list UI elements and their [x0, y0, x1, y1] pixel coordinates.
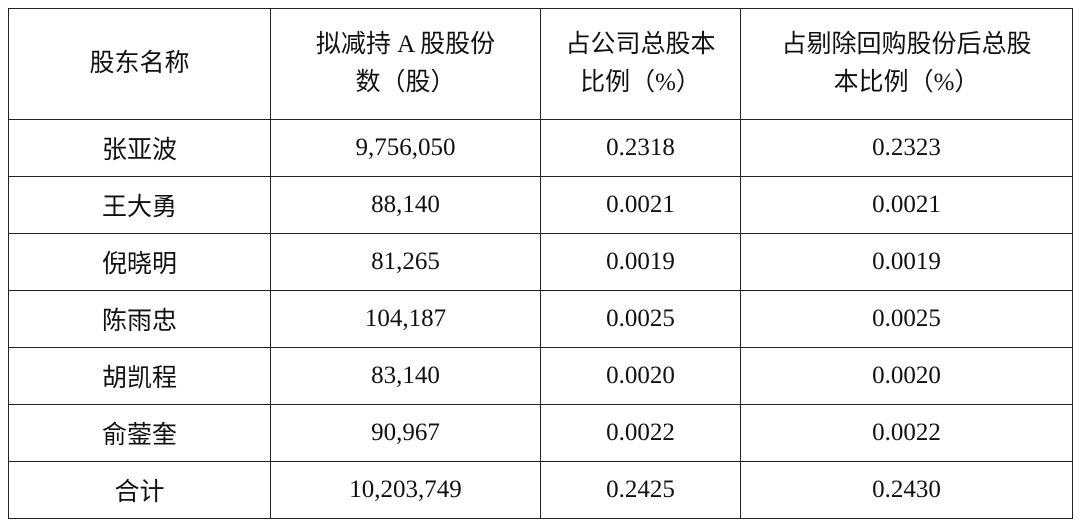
table-row: 合计 10,203,749 0.2425 0.2430 [8, 461, 1073, 519]
table-cell: 0.0025 [540, 290, 741, 348]
table-cell: 0.0019 [540, 233, 741, 291]
shareholder-table: 股东名称 拟减持 A 股股份 数（股） 占公司总股本 比例（%） 占剔除回购股份后总股 本比… [8, 8, 1073, 519]
table-cell: 0.0025 [740, 290, 1073, 348]
table-cell: 0.0021 [740, 176, 1073, 234]
header-line: 股东名称 [89, 50, 190, 77]
table-row: 俞蓥奎 90,967 0.0022 0.0022 [8, 404, 1073, 462]
header-line: 比例（%） [580, 69, 701, 96]
table-cell: 0.2318 [540, 119, 741, 177]
table-row: 倪晓明 81,265 0.0019 0.0019 [8, 233, 1073, 291]
header-line: 占公司总股本 [565, 31, 716, 58]
table-cell: 0.0022 [740, 404, 1073, 462]
header-cell: 占剔除回购股份后总股 本比例（%） [740, 8, 1073, 120]
table-cell: 83,140 [270, 347, 541, 405]
table-cell: 0.2425 [540, 461, 741, 519]
header-line: 占剔除回购股份后总股 [781, 31, 1032, 58]
table-cell: 0.0019 [740, 233, 1073, 291]
table-row: 胡凯程 83,140 0.0020 0.0020 [8, 347, 1073, 405]
header-line: 数（股） [355, 69, 456, 96]
table-cell: 合计 [8, 461, 271, 519]
table-cell: 0.0021 [540, 176, 741, 234]
table-cell: 104,187 [270, 290, 541, 348]
table-cell: 88,140 [270, 176, 541, 234]
table-cell: 0.0020 [740, 347, 1073, 405]
table-cell: 0.0020 [540, 347, 741, 405]
header-row: 股东名称 拟减持 A 股股份 数（股） 占公司总股本 比例（%） 占剔除回购股份后总股 本比… [8, 8, 1073, 120]
table-cell: 9,756,050 [270, 119, 541, 177]
table-cell: 陈雨忠 [8, 290, 271, 348]
header-line: 本比例（%） [833, 69, 980, 96]
table-cell: 10,203,749 [270, 461, 541, 519]
table-row: 张亚波 9,756,050 0.2318 0.2323 [8, 119, 1073, 177]
table-cell: 张亚波 [8, 119, 271, 177]
table-cell: 胡凯程 [8, 347, 271, 405]
header-cell: 占公司总股本 比例（%） [540, 8, 741, 120]
table-cell: 90,967 [270, 404, 541, 462]
table-cell: 0.2323 [740, 119, 1073, 177]
header-cell: 股东名称 [8, 8, 271, 120]
table-cell: 王大勇 [8, 176, 271, 234]
table-row: 陈雨忠 104,187 0.0025 0.0025 [8, 290, 1073, 348]
table-container: 股东名称 拟减持 A 股股份 数（股） 占公司总股本 比例（%） 占剔除回购股份后总股 本比… [8, 8, 1073, 519]
table-cell: 0.0022 [540, 404, 741, 462]
table-cell: 倪晓明 [8, 233, 271, 291]
table-cell: 81,265 [270, 233, 541, 291]
table-cell: 俞蓥奎 [8, 404, 271, 462]
header-line: 拟减持 A 股股份 [315, 31, 496, 58]
header-cell: 拟减持 A 股股份 数（股） [270, 8, 541, 120]
table-cell: 0.2430 [740, 461, 1073, 519]
table-row: 王大勇 88,140 0.0021 0.0021 [8, 176, 1073, 234]
table-body: 张亚波 9,756,050 0.2318 0.2323 王大勇 88,140 0.0021 0… [8, 119, 1073, 519]
